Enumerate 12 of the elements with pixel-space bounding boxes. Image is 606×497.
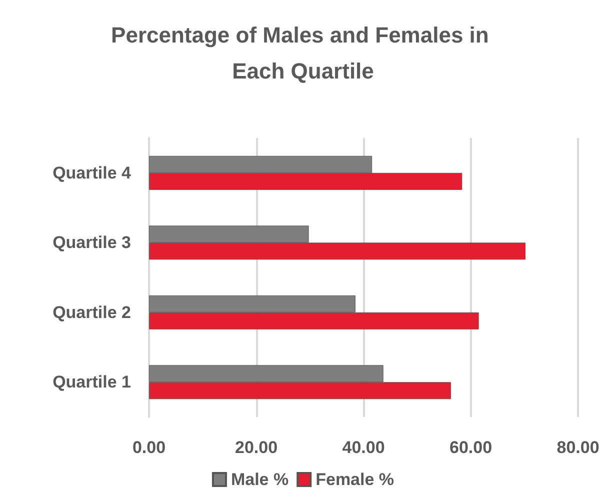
y-tick-label: Quartile 4	[52, 163, 132, 182]
x-tick-label: 60.00	[449, 438, 492, 457]
y-tick-label: Quartile 1	[52, 372, 131, 392]
x-tick-label: 20.00	[234, 438, 278, 457]
x-tick-label: 80.00	[556, 438, 600, 457]
x-tick-label: 40.00	[342, 438, 385, 457]
legend-label: Female %	[316, 470, 394, 489]
y-tick-label: Quartile 3	[52, 233, 131, 252]
chart-title: Percentage of Males and Females in Each Quartile	[111, 22, 495, 84]
x-tick-label: 0.00	[132, 438, 166, 457]
y-tick-label: Quartile 2	[52, 302, 131, 322]
legend-label: Male %	[230, 470, 289, 489]
